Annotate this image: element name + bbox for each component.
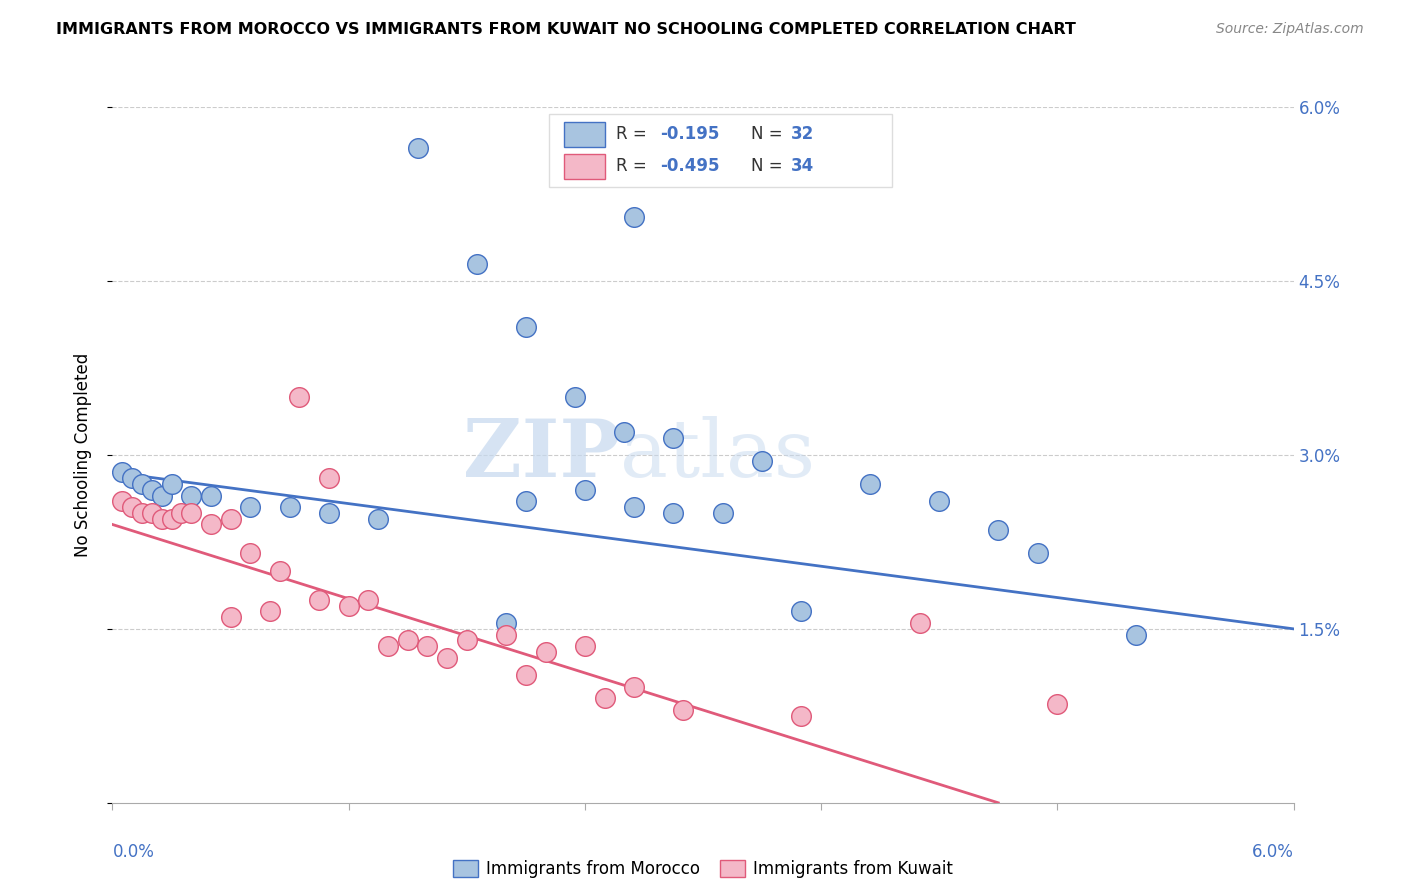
Point <box>141 506 163 520</box>
Point <box>711 506 734 520</box>
Point <box>790 708 813 723</box>
Point <box>150 489 173 503</box>
Point <box>465 256 488 270</box>
FancyBboxPatch shape <box>550 114 891 187</box>
Text: N =: N = <box>751 157 789 175</box>
Point <box>337 599 360 613</box>
Point <box>436 651 458 665</box>
Point <box>1026 546 1049 561</box>
Point <box>269 564 291 578</box>
Point <box>564 390 586 404</box>
Point <box>180 506 202 520</box>
Point <box>357 592 380 607</box>
Point <box>111 466 134 480</box>
Text: Source: ZipAtlas.com: Source: ZipAtlas.com <box>1216 22 1364 37</box>
Text: R =: R = <box>616 125 651 144</box>
Point <box>219 511 242 525</box>
Point <box>131 476 153 491</box>
Point <box>672 703 695 717</box>
Point <box>623 680 645 694</box>
Point <box>790 605 813 619</box>
Point <box>239 500 262 514</box>
Point <box>396 633 419 648</box>
Text: atlas: atlas <box>620 416 815 494</box>
Point <box>623 500 645 514</box>
Point <box>160 511 183 525</box>
Point <box>416 639 439 653</box>
Point <box>318 506 340 520</box>
Point <box>121 500 143 514</box>
Point <box>278 500 301 514</box>
Text: R =: R = <box>616 157 651 175</box>
Point <box>259 605 281 619</box>
Legend: Immigrants from Morocco, Immigrants from Kuwait: Immigrants from Morocco, Immigrants from… <box>446 854 960 885</box>
Point <box>200 517 222 532</box>
Point <box>377 639 399 653</box>
Point <box>1125 628 1147 642</box>
Y-axis label: No Schooling Completed: No Schooling Completed <box>73 353 91 557</box>
Point <box>1046 698 1069 712</box>
Point <box>662 506 685 520</box>
Point <box>288 390 311 404</box>
Text: -0.195: -0.195 <box>661 125 720 144</box>
Point <box>160 476 183 491</box>
Point <box>200 489 222 503</box>
Text: -0.495: -0.495 <box>661 157 720 175</box>
Point <box>495 615 517 630</box>
Point <box>534 645 557 659</box>
Point <box>928 494 950 508</box>
Point <box>662 431 685 445</box>
Point <box>593 691 616 706</box>
Text: 6.0%: 6.0% <box>1251 843 1294 861</box>
Point <box>859 476 882 491</box>
Point <box>623 211 645 225</box>
Point <box>131 506 153 520</box>
Point <box>515 494 537 508</box>
Point <box>318 471 340 485</box>
Point <box>170 506 193 520</box>
Point <box>751 453 773 467</box>
Point <box>987 523 1010 537</box>
Point <box>239 546 262 561</box>
Text: 34: 34 <box>790 157 814 175</box>
Point <box>367 511 389 525</box>
Point <box>308 592 330 607</box>
Point <box>908 615 931 630</box>
Text: 0.0%: 0.0% <box>112 843 155 861</box>
Point <box>515 320 537 334</box>
Point <box>111 494 134 508</box>
Point <box>613 425 636 439</box>
Point <box>121 471 143 485</box>
Point <box>456 633 478 648</box>
Point <box>180 489 202 503</box>
Text: ZIP: ZIP <box>464 416 620 494</box>
Point <box>574 639 596 653</box>
Text: N =: N = <box>751 125 789 144</box>
Point <box>495 628 517 642</box>
Point <box>574 483 596 497</box>
FancyBboxPatch shape <box>564 154 605 178</box>
FancyBboxPatch shape <box>564 122 605 146</box>
Point <box>406 140 429 155</box>
Point <box>515 668 537 682</box>
Text: IMMIGRANTS FROM MOROCCO VS IMMIGRANTS FROM KUWAIT NO SCHOOLING COMPLETED CORRELA: IMMIGRANTS FROM MOROCCO VS IMMIGRANTS FR… <box>56 22 1076 37</box>
Point <box>219 610 242 624</box>
Text: 32: 32 <box>790 125 814 144</box>
Point <box>141 483 163 497</box>
Point <box>150 511 173 525</box>
